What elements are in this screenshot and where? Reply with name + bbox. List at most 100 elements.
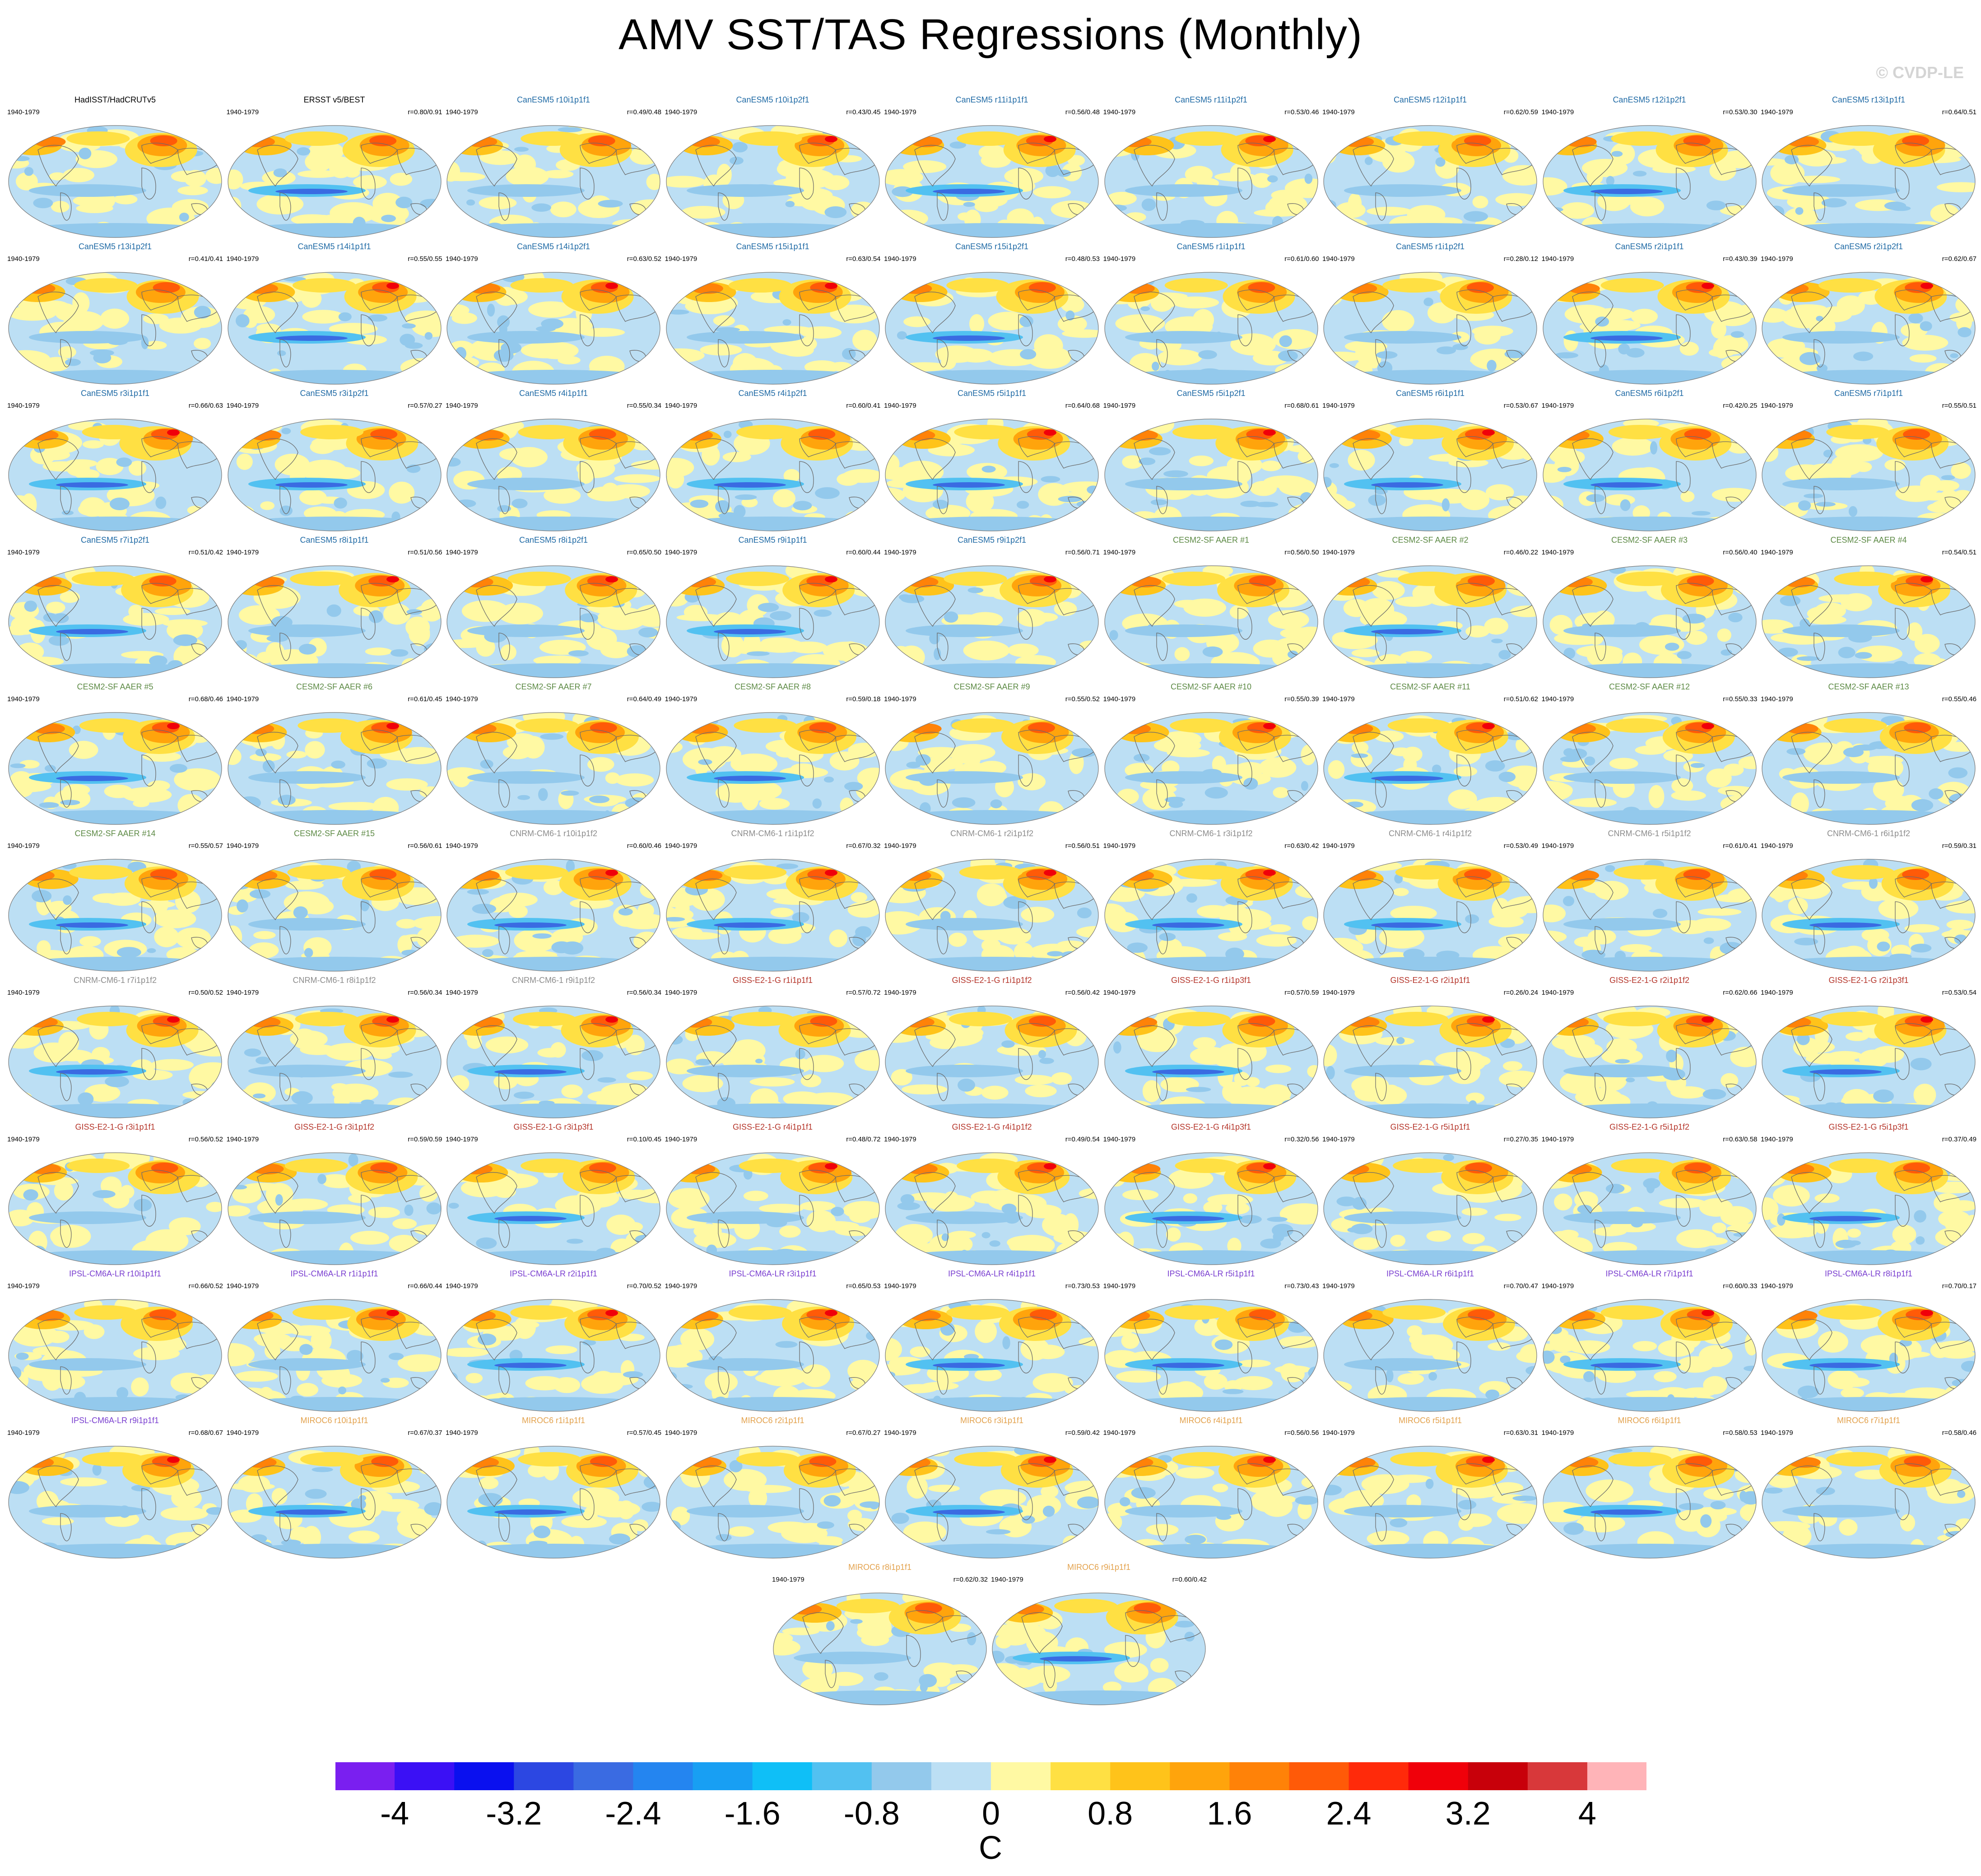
map-panel: 1940-1979 CanESM5 r7i1p2f1 r=0.51/0.42 bbox=[6, 536, 224, 680]
panel-title: GISS-E2-1-G r5i1p1f2 bbox=[1609, 1122, 1690, 1131]
map-panel: 1940-1979 CanESM5 r14i1p1f1 r=0.55/0.55 bbox=[226, 242, 443, 387]
map-panel: 1940-1979 CanESM5 r1i1p2f1 r=0.28/0.12 bbox=[1321, 242, 1539, 387]
colorbar-swatch bbox=[514, 1762, 574, 1791]
regression-map bbox=[8, 419, 222, 531]
panel-correlation: r=0.55/0.57 bbox=[188, 842, 223, 850]
panel-period: 1940-1979 bbox=[1761, 1136, 1793, 1143]
map-panel: 1940-1979 CanESM5 r8i1p1f1 r=0.51/0.56 bbox=[226, 536, 443, 680]
map-panel: 1940-1979 CNRM-CM6-1 r2i1p1f2 r=0.56/0.51 bbox=[883, 829, 1101, 974]
regression-map bbox=[446, 1005, 660, 1118]
panel-correlation: r=0.55/0.39 bbox=[1284, 695, 1319, 703]
colorbar-swatch bbox=[633, 1762, 693, 1791]
panel-correlation: r=0.67/0.37 bbox=[408, 1429, 442, 1437]
panel-period: 1940-1979 bbox=[446, 1136, 478, 1143]
panel-period: 1940-1979 bbox=[7, 1282, 40, 1290]
panel-title: CESM2-SF AAER #1 bbox=[1172, 535, 1250, 545]
map-panel: 1940-1979 CanESM5 r10i1p1f1 r=0.49/0.48 bbox=[445, 96, 662, 240]
regression-map bbox=[227, 1152, 442, 1265]
panel-title: CanESM5 r6i1p2f1 bbox=[1615, 389, 1684, 398]
panel-period: 1940-1979 bbox=[884, 1282, 916, 1290]
panel-period: 1940-1979 bbox=[1761, 1282, 1793, 1290]
map-panel: 1940-1979 MIROC6 r1i1p1f1 r=0.57/0.45 bbox=[445, 1416, 662, 1561]
panel-correlation: r=0.68/0.46 bbox=[188, 695, 223, 703]
map-panel: 1940-1979 CanESM5 r6i1p1f1 r=0.53/0.67 bbox=[1321, 389, 1539, 534]
panel-correlation: r=0.53/0.54 bbox=[1942, 989, 1976, 996]
panel-correlation: r=0.56/0.34 bbox=[627, 989, 661, 996]
panel-correlation: r=0.60/0.33 bbox=[1723, 1282, 1758, 1290]
regression-map bbox=[1104, 1299, 1318, 1412]
panel-correlation: r=0.43/0.45 bbox=[846, 108, 881, 116]
colorbar-swatch bbox=[1468, 1762, 1528, 1791]
panel-period: 1940-1979 bbox=[1541, 989, 1574, 996]
panel-period: 1940-1979 bbox=[446, 402, 478, 410]
map-panel: 1940-1979 HadISST/HadCRUTv5 bbox=[6, 96, 224, 240]
panel-title: CanESM5 r7i1p1f1 bbox=[1834, 389, 1903, 398]
regression-map bbox=[446, 1152, 660, 1265]
panel-title: CNRM-CM6-1 r10i1p1f2 bbox=[509, 829, 598, 838]
panel-correlation: r=0.67/0.32 bbox=[846, 842, 881, 850]
regression-map bbox=[8, 565, 222, 678]
panel-title: GISS-E2-1-G r1i1p1f2 bbox=[952, 976, 1032, 985]
panel-correlation: r=0.49/0.48 bbox=[627, 108, 661, 116]
map-panel: 1940-1979 MIROC6 r10i1p1f1 r=0.67/0.37 bbox=[226, 1416, 443, 1561]
panel-period: 1940-1979 bbox=[1322, 402, 1355, 410]
panel-title: IPSL-CM6A-LR r8i1p1f1 bbox=[1824, 1269, 1913, 1278]
regression-map bbox=[8, 1005, 222, 1118]
panel-correlation: r=0.56/0.61 bbox=[408, 842, 442, 850]
panel-correlation: r=0.51/0.56 bbox=[408, 549, 442, 556]
regression-map bbox=[1323, 419, 1537, 531]
panel-correlation: r=0.65/0.53 bbox=[846, 1282, 881, 1290]
panel-period: 1940-1979 bbox=[1322, 549, 1355, 556]
map-panel: 1940-1979 CNRM-CM6-1 r7i1p1f2 r=0.50/0.52 bbox=[6, 976, 224, 1121]
panel-period: 1940-1979 bbox=[884, 549, 916, 556]
colorbar-tick-label: 4 bbox=[1578, 1796, 1596, 1832]
panel-period: 1940-1979 bbox=[446, 255, 478, 263]
map-panel: 1940-1979 CanESM5 r3i1p1f1 r=0.66/0.63 bbox=[6, 389, 224, 534]
panel-period: 1940-1979 bbox=[884, 1429, 916, 1437]
panel-correlation: r=0.27/0.35 bbox=[1503, 1136, 1538, 1143]
panel-title: GISS-E2-1-G r5i1p1f1 bbox=[1390, 1122, 1470, 1131]
colorbar-swatch bbox=[573, 1762, 633, 1791]
panel-period: 1940-1979 bbox=[7, 255, 40, 263]
panel-correlation: r=0.59/0.42 bbox=[1065, 1429, 1100, 1437]
map-panel: 1940-1979 IPSL-CM6A-LR r4i1p1f1 r=0.73/0.5… bbox=[883, 1270, 1101, 1414]
colorbar-units: C bbox=[979, 1830, 1002, 1866]
panel-correlation: r=0.56/0.42 bbox=[1065, 989, 1100, 996]
panel-title: GISS-E2-1-G r4i1p3f1 bbox=[1171, 1122, 1251, 1131]
regression-map bbox=[446, 565, 660, 678]
regression-map bbox=[885, 1446, 1099, 1559]
panel-correlation: r=0.70/0.47 bbox=[1503, 1282, 1538, 1290]
panel-period: 1940-1979 bbox=[446, 108, 478, 116]
regression-map bbox=[665, 1005, 880, 1118]
panel-title: CNRM-CM6-1 r3i1p1f2 bbox=[1169, 829, 1253, 838]
panel-correlation: r=0.61/0.45 bbox=[408, 695, 442, 703]
map-panel: 1940-1979 CESM2-SF AAER #11 r=0.51/0.62 bbox=[1321, 683, 1539, 827]
regression-map bbox=[1762, 419, 1976, 531]
colorbar-swatch bbox=[1170, 1762, 1230, 1791]
panel-period: 1940-1979 bbox=[1103, 1136, 1136, 1143]
panel-period: 1940-1979 bbox=[7, 989, 40, 996]
regression-map bbox=[1542, 272, 1757, 385]
panel-title: CNRM-CM6-1 r5i1p1f2 bbox=[1608, 829, 1691, 838]
panel-period: 1940-1979 bbox=[1322, 255, 1355, 263]
panel-title: CNRM-CM6-1 r9i1p1f2 bbox=[512, 976, 595, 985]
panel-period: 1940-1979 bbox=[665, 989, 698, 996]
map-panel: 1940-1979 CanESM5 r5i1p2f1 r=0.68/0.61 bbox=[1102, 389, 1320, 534]
colorbar-swatch bbox=[812, 1762, 872, 1791]
panel-title: MIROC6 r4i1p1f1 bbox=[1179, 1416, 1243, 1425]
regression-map bbox=[8, 1299, 222, 1412]
panel-period: 1940-1979 bbox=[884, 108, 916, 116]
panel-title: CNRM-CM6-1 r2i1p1f2 bbox=[950, 829, 1034, 838]
regression-map bbox=[1762, 272, 1976, 385]
panel-correlation: r=0.60/0.46 bbox=[627, 842, 661, 850]
regression-map bbox=[885, 272, 1099, 385]
map-panel: 1940-1979 CanESM5 r7i1p1f1 r=0.55/0.51 bbox=[1760, 389, 1977, 534]
panel-period: 1940-1979 bbox=[226, 1282, 259, 1290]
panel-title: CESM2-SF AAER #13 bbox=[1828, 682, 1909, 691]
panel-title: CNRM-CM6-1 r1i1p1f2 bbox=[731, 829, 814, 838]
map-panel: 1940-1979 CanESM5 r6i1p2f1 r=0.42/0.25 bbox=[1541, 389, 1758, 534]
map-panel: 1940-1979 CESM2-SF AAER #14 r=0.55/0.57 bbox=[6, 829, 224, 974]
panel-correlation: r=0.61/0.60 bbox=[1284, 255, 1319, 263]
watermark: © CVDP-LE bbox=[1876, 63, 1964, 82]
colorbar-tick-label: -4 bbox=[380, 1796, 409, 1832]
